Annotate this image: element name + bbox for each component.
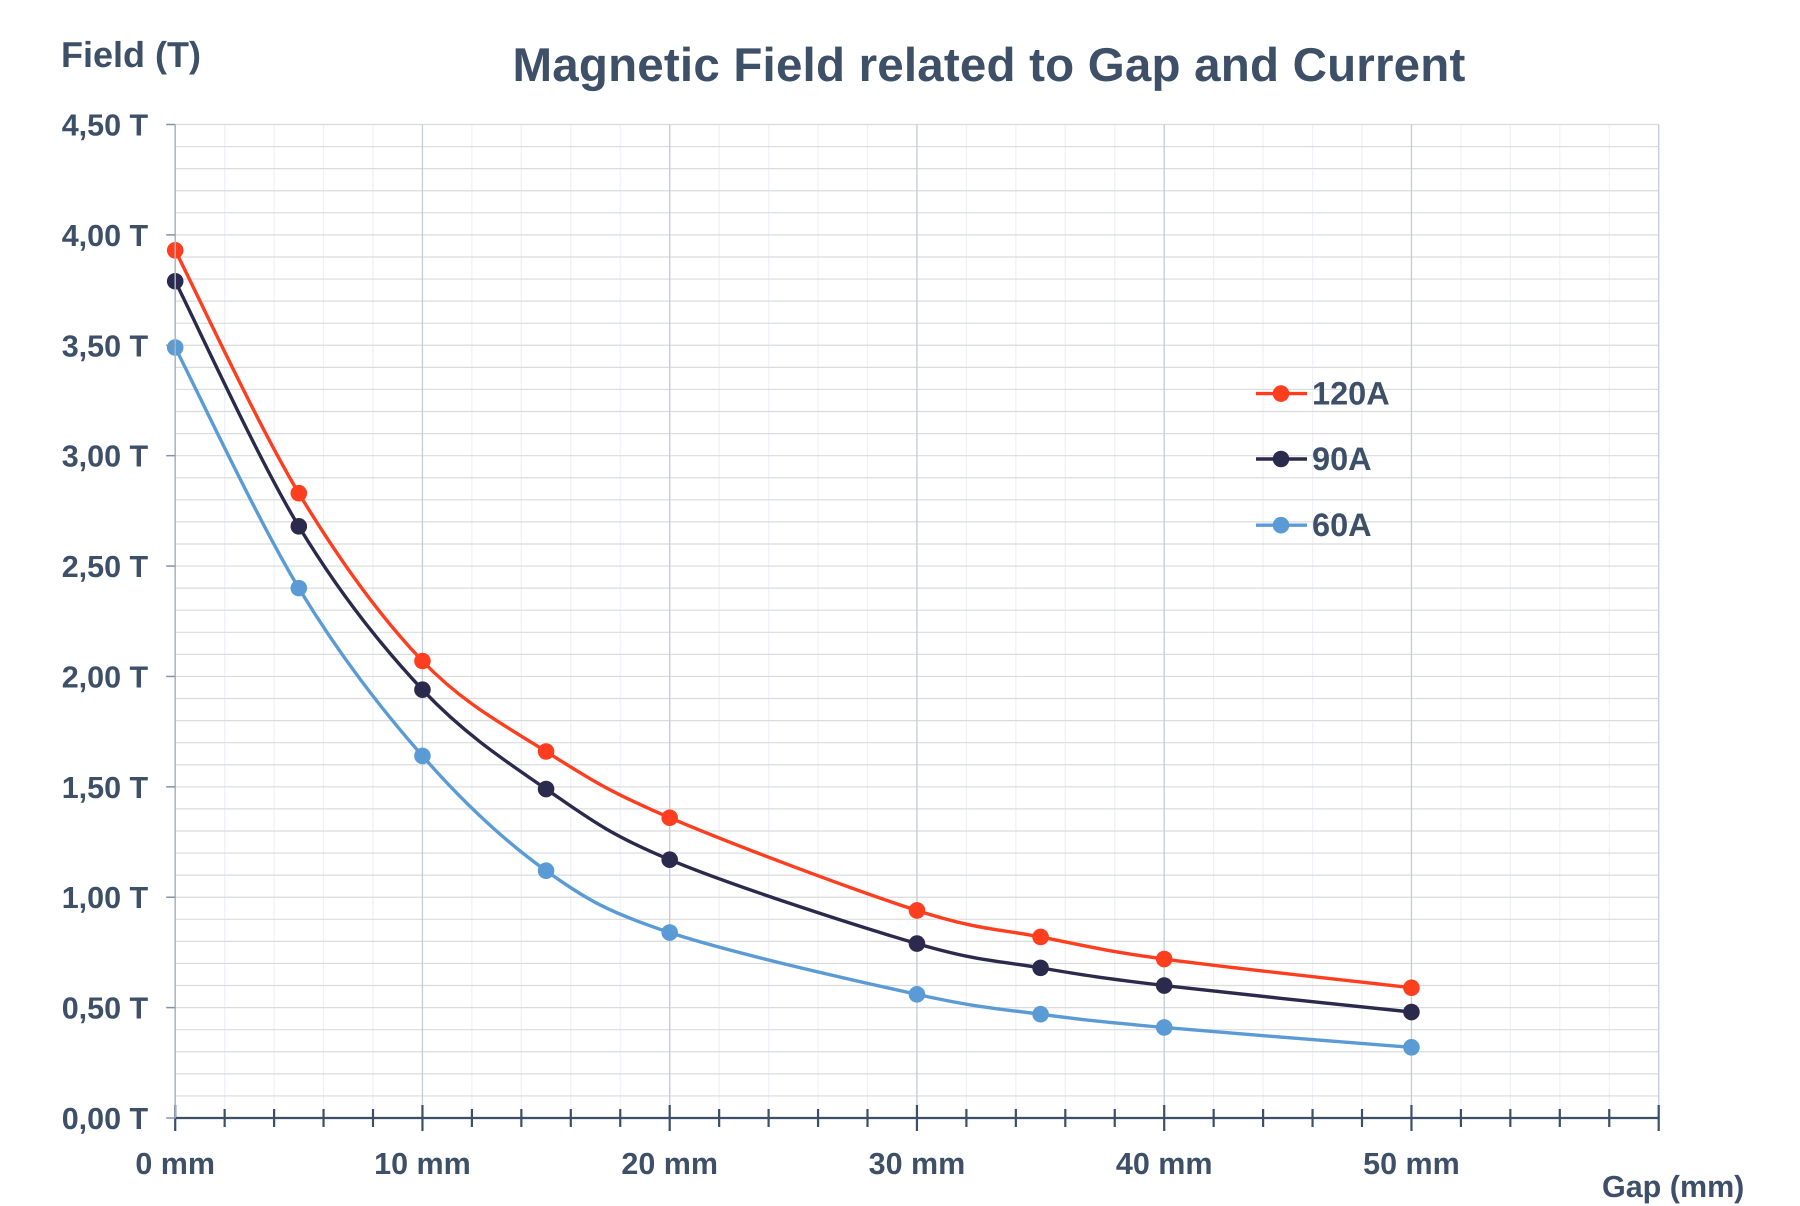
svg-text:0,50 T: 0,50 T xyxy=(62,992,149,1026)
svg-text:30 mm: 30 mm xyxy=(869,1147,966,1181)
svg-text:4,00 T: 4,00 T xyxy=(62,219,149,253)
svg-text:0 mm: 0 mm xyxy=(135,1147,215,1181)
svg-text:3,00 T: 3,00 T xyxy=(62,440,149,474)
svg-text:60A: 60A xyxy=(1312,507,1372,543)
svg-text:120A: 120A xyxy=(1312,376,1390,412)
svg-text:4,50 T: 4,50 T xyxy=(62,109,149,143)
svg-text:1,50 T: 1,50 T xyxy=(62,771,149,805)
svg-text:50 mm: 50 mm xyxy=(1363,1147,1460,1181)
svg-text:90A: 90A xyxy=(1312,441,1372,477)
svg-text:40 mm: 40 mm xyxy=(1116,1147,1213,1181)
svg-text:1,00 T: 1,00 T xyxy=(62,881,149,915)
svg-text:20 mm: 20 mm xyxy=(621,1147,718,1181)
svg-text:2,50 T: 2,50 T xyxy=(62,550,149,584)
svg-text:3,50 T: 3,50 T xyxy=(62,329,149,363)
svg-text:2,00 T: 2,00 T xyxy=(62,660,149,694)
svg-text:0,00 T: 0,00 T xyxy=(62,1102,149,1136)
svg-text:10 mm: 10 mm xyxy=(374,1147,471,1181)
